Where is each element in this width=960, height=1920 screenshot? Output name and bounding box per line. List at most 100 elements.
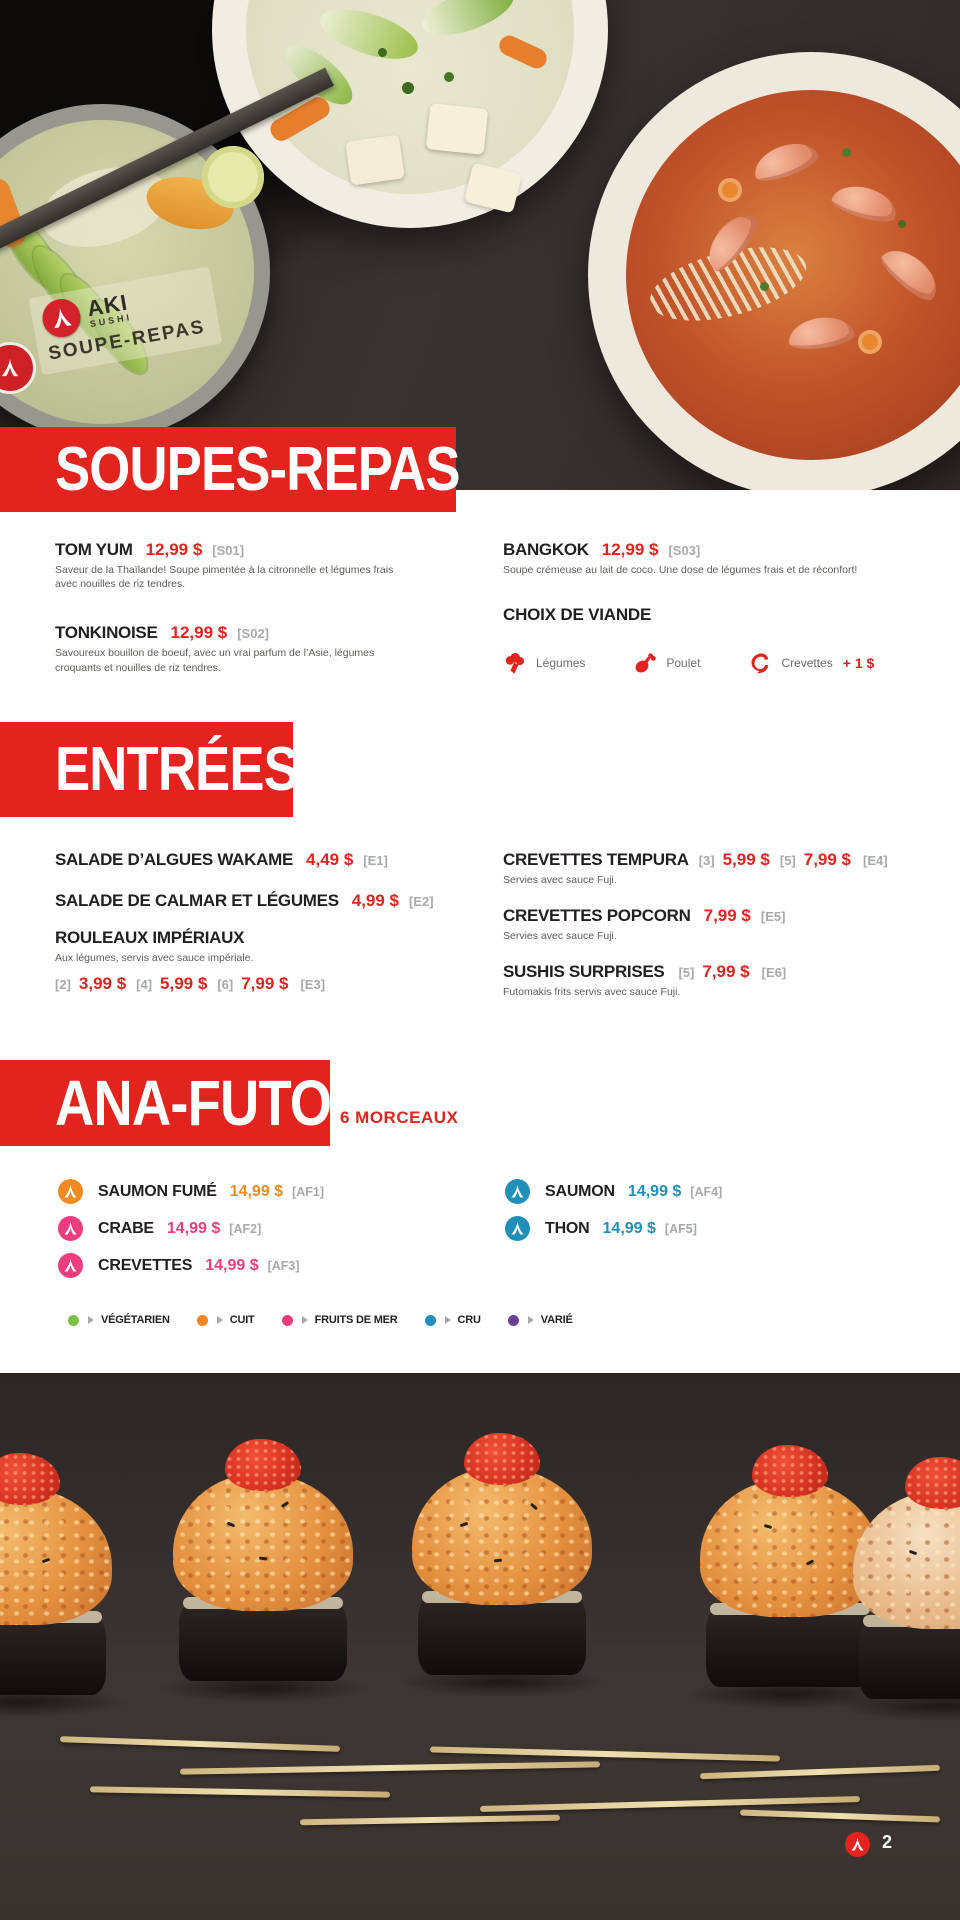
tier-price: 7,99 $ <box>702 962 750 982</box>
item-name: TOM YUM <box>55 540 133 559</box>
aki-logo-icon <box>39 296 84 341</box>
shrimp-icon <box>748 651 772 675</box>
item-code: [S03] <box>668 543 701 558</box>
item-name: CRABE <box>98 1219 154 1237</box>
item-name: ROULEAUX IMPÉRIAUX <box>55 928 245 947</box>
item-name: CREVETTES <box>98 1256 193 1274</box>
menu-item: BANGKOK 12,99 $ [S03] Soupe crémeuse au … <box>503 540 943 577</box>
item-code: [AF3] <box>267 1258 300 1273</box>
tier-price: 7,99 $ <box>241 974 289 994</box>
section-title: SOUPES-REPAS <box>55 434 461 504</box>
tier-price: 7,99 $ <box>803 850 852 869</box>
legend-label: VARIÉ <box>540 1314 573 1326</box>
arrow-icon <box>444 1316 451 1324</box>
legend-item: CRU <box>424 1314 481 1326</box>
item-price: 12,99 $ <box>601 540 659 559</box>
arrow-icon <box>216 1316 223 1324</box>
item-code: [E5] <box>760 909 786 925</box>
option-legumes: Légumes <box>503 651 585 675</box>
item-code: [S01] <box>212 543 245 558</box>
tier-qty: [5] <box>678 965 695 981</box>
menu-item: SAUMON FUMÉ 14,99 $ [AF1] <box>58 1178 458 1205</box>
menu-item: CREVETTES POPCORN 7,99 $ [E5] Servies av… <box>503 906 943 943</box>
menu-item: THON 14,99 $ [AF5] <box>505 1215 905 1242</box>
item-name: THON <box>545 1219 590 1237</box>
item-price: 12,99 $ <box>145 540 203 559</box>
arrow-icon <box>527 1316 534 1324</box>
item-code: [E1] <box>363 853 388 868</box>
item-description: Savoureux bouillon de boeuf, avec un vra… <box>55 647 375 674</box>
menu-item: SALADE D’ALGUES WAKAME 4,49 $ [E1] <box>55 850 475 870</box>
item-description: Servies avec sauce Fuji. <box>503 930 617 943</box>
vegetarian-dot-icon <box>68 1314 79 1326</box>
herb-garnish <box>842 148 851 157</box>
section-title: ENTRÉES <box>55 734 299 804</box>
item-code: [E2] <box>409 894 434 909</box>
option-label: Légumes <box>536 656 586 671</box>
section-banner-soupes: SOUPES-REPAS <box>0 427 461 512</box>
item-name: SALADE D’ALGUES WAKAME <box>55 850 294 869</box>
drumstick-icon <box>633 651 657 675</box>
item-price: 14,99 $ <box>602 1219 656 1237</box>
item-price: 14,99 $ <box>627 1182 682 1200</box>
section-banner-anafuto: ANA-FUTO <box>0 1060 332 1146</box>
menu-item: ROULEAUX IMPÉRIAUX Aux légumes, servis a… <box>55 928 475 994</box>
tier-qty: [5] <box>779 853 796 868</box>
top-photo-soups: AKI SUSHI SOUPE-REPAS <box>0 0 960 490</box>
item-name: SALADE DE CALMAR ET LÉGUMES <box>55 891 339 910</box>
menu-item: SAUMON 14,99 $ [AF4] <box>505 1178 905 1205</box>
item-name: SAUMON <box>545 1182 615 1200</box>
aki-logo-icon <box>505 1179 530 1204</box>
menu-item: TONKINOISE 12,99 $ [S02] Savoureux bouil… <box>55 623 415 674</box>
legend-label: CRU <box>457 1314 481 1326</box>
tier-price: 5,99 $ <box>722 850 770 869</box>
raw-dot-icon <box>424 1314 436 1326</box>
sushi-piece <box>397 1433 607 1699</box>
sushi-piece <box>838 1457 960 1723</box>
item-price: 4,99 $ <box>351 891 400 910</box>
herb-garnish <box>402 82 414 94</box>
item-code: [AF5] <box>664 1221 697 1236</box>
aki-logo-icon <box>505 1216 530 1241</box>
sushi-piece <box>158 1439 368 1705</box>
option-crevettes: Crevettes + 1 $ <box>748 651 874 675</box>
arrow-icon <box>88 1316 94 1324</box>
item-price: 4,49 $ <box>306 850 354 869</box>
tier-qty: [4] <box>136 977 153 993</box>
cooked-dot-icon <box>196 1314 208 1326</box>
lime-wedge <box>202 146 264 208</box>
tier-pricing-row: [2] 3,99 $ [4] 5,99 $ [6] 7,99 $ [E3] <box>55 974 475 994</box>
herb-garnish <box>760 282 769 291</box>
tier-price: 5,99 $ <box>160 974 208 994</box>
meat-options-row: Légumes Poulet Crevettes + 1 $ <box>503 651 943 675</box>
anafuto-right-column: SAUMON 14,99 $ [AF4] THON 14,99 $ [AF5] <box>505 1178 905 1252</box>
item-price: 14,99 $ <box>205 1256 259 1274</box>
item-description: Servies avec sauce Fuji. <box>503 874 617 886</box>
item-name: TONKINOISE <box>55 623 158 643</box>
herb-garnish <box>378 48 387 57</box>
legend-label: CUIT <box>229 1314 255 1326</box>
menu-item: TOM YUM 12,99 $ [S01] Saveur de la Thaïl… <box>55 540 415 591</box>
sushi-piece <box>0 1453 127 1719</box>
legend-row: VÉGÉTARIEN CUIT FRUITS DE MER CRU VARIÉ <box>68 1314 600 1326</box>
carrot-slice <box>858 330 882 354</box>
item-code: [AF2] <box>229 1221 262 1236</box>
item-description: Saveur de la Thaïlande! Soupe pimentée à… <box>55 564 394 591</box>
item-name: SAUMON FUMÉ <box>98 1182 217 1200</box>
item-description: Futomakis frits servis avec sauce Fuji. <box>503 986 681 999</box>
herb-garnish <box>898 220 906 228</box>
section-subtitle-pieces: 6 MORCEAUX <box>340 1108 459 1127</box>
entrees-left-column: SALADE D’ALGUES WAKAME 4,49 $ [E1] SALAD… <box>55 850 475 994</box>
item-code: [AF1] <box>292 1184 325 1199</box>
option-poulet: Poulet <box>633 651 700 675</box>
legend-item: VÉGÉTARIEN <box>68 1314 170 1326</box>
menu-item: CREVETTES 14,99 $ [AF3] <box>58 1252 458 1279</box>
varied-dot-icon <box>507 1314 519 1326</box>
item-description: Aux légumes, servis avec sauce impériale… <box>55 952 254 964</box>
item-name: BANGKOK <box>503 540 589 559</box>
tier-qty: [6] <box>217 977 234 993</box>
item-code: [AF4] <box>690 1184 723 1199</box>
tofu-cube <box>425 103 489 155</box>
aki-logo-icon <box>845 1832 870 1857</box>
